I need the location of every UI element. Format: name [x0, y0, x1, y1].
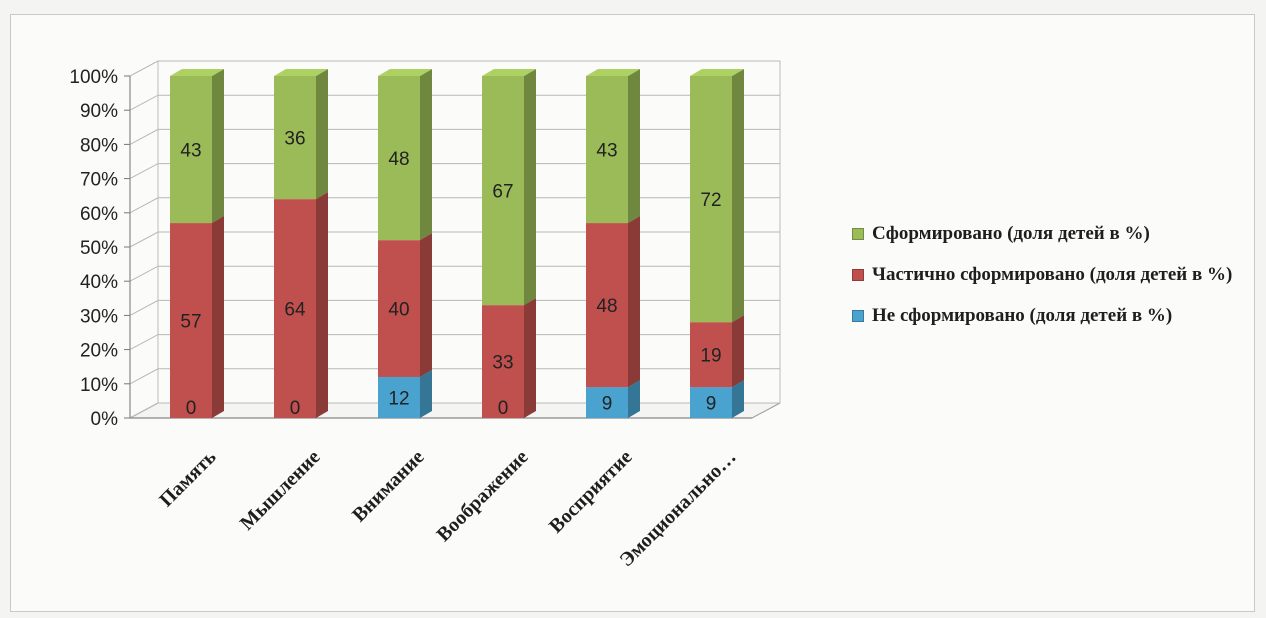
- bar-segment: [170, 223, 212, 418]
- x-category-label: Эмоционально…: [615, 446, 740, 571]
- bar-segment: [482, 76, 524, 306]
- bar-side: [316, 69, 328, 200]
- data-label: 0: [186, 398, 197, 419]
- gridline: [129, 265, 780, 282]
- data-label: 40: [388, 300, 409, 321]
- data-label: 9: [602, 394, 613, 415]
- x-category-label: Память: [155, 446, 221, 512]
- bar-segment: [586, 223, 628, 388]
- data-label: 43: [596, 141, 617, 162]
- bar-segment: [274, 76, 316, 200]
- legend-item-not-formed: Не сформировано (доля детей в %): [850, 302, 1250, 329]
- gridline: [129, 299, 780, 316]
- bar-top: [586, 69, 640, 76]
- bar-side: [732, 380, 744, 418]
- legend-swatch-partial: [852, 269, 864, 281]
- y-tick-label: 100%: [69, 67, 118, 88]
- data-label: 48: [388, 149, 409, 170]
- bar-side: [628, 216, 640, 388]
- legend-item-formed: Сформировано (доля детей в %): [850, 220, 1250, 247]
- y-tick-label: 60%: [80, 204, 118, 225]
- bar-top: [690, 69, 744, 76]
- y-tick-label: 80%: [80, 135, 118, 156]
- gridline: [129, 163, 780, 180]
- bar-side: [316, 192, 328, 418]
- gridline: [129, 60, 780, 77]
- gridline: [129, 334, 780, 351]
- bar-segment: [690, 322, 732, 388]
- bar-side: [524, 69, 536, 306]
- data-label: 57: [180, 312, 201, 333]
- y-tick-label: 50%: [80, 238, 118, 259]
- bar-segment: [690, 76, 732, 323]
- bar-side: [628, 380, 640, 418]
- gridline: [129, 94, 780, 111]
- x-category-label: Воображение: [432, 446, 532, 546]
- data-label: 72: [700, 190, 721, 211]
- data-label: 0: [498, 398, 509, 419]
- legend-label-formed: Сформировано (доля детей в %): [872, 223, 1150, 244]
- bar-segment: [690, 387, 732, 418]
- y-tick-label: 70%: [80, 170, 118, 191]
- floor: [129, 402, 781, 419]
- bar-segment: [586, 76, 628, 224]
- legend-label-partial: Частично сформировано (доля детей в %): [872, 264, 1233, 285]
- bar-segment: [170, 76, 212, 224]
- bar-side: [628, 69, 640, 224]
- bar-top: [170, 69, 224, 76]
- bar-side: [420, 233, 432, 377]
- bar-segment: [482, 305, 524, 418]
- bar-side: [524, 298, 536, 418]
- bar-side: [212, 216, 224, 418]
- data-label: 64: [284, 300, 306, 321]
- x-category-label: Внимание: [348, 446, 429, 527]
- data-label: 36: [284, 129, 305, 150]
- bar-segment: [586, 387, 628, 418]
- data-label: 67: [492, 182, 513, 203]
- data-label: 43: [180, 141, 201, 162]
- bar-side: [420, 69, 432, 241]
- data-label: 48: [596, 296, 617, 317]
- gridline: [129, 231, 780, 248]
- data-label: 33: [492, 353, 513, 374]
- y-tick-label: 90%: [80, 101, 118, 122]
- bar-side: [420, 369, 432, 418]
- data-label: 9: [706, 394, 717, 415]
- bar-side: [732, 69, 744, 323]
- gridline: [129, 402, 780, 419]
- bar-segment: [378, 376, 420, 418]
- bar-segment: [378, 240, 420, 377]
- bar-top: [482, 69, 536, 76]
- bar-segment: [274, 199, 316, 418]
- bar-segment: [378, 76, 420, 241]
- data-label: 0: [290, 398, 301, 419]
- legend: Сформировано (доля детей в %) Частично с…: [850, 220, 1250, 343]
- bar-side: [732, 315, 744, 388]
- legend-item-partial: Частично сформировано (доля детей в %): [850, 261, 1250, 288]
- data-label: 12: [388, 388, 409, 409]
- y-tick-label: 10%: [80, 375, 118, 396]
- gridline: [129, 368, 780, 385]
- data-label: 19: [700, 346, 721, 367]
- y-tick-label: 30%: [80, 306, 118, 327]
- y-tick-label: 20%: [80, 341, 118, 362]
- gridline: [129, 197, 780, 214]
- legend-swatch-formed: [852, 228, 864, 240]
- gridline: [129, 128, 780, 145]
- legend-label-not-formed: Не сформировано (доля детей в %): [872, 305, 1173, 326]
- y-tick-label: 0%: [91, 409, 119, 430]
- bar-side: [212, 69, 224, 224]
- y-tick-label: 40%: [80, 272, 118, 293]
- x-category-label: Восприятие: [545, 446, 637, 538]
- x-category-label: Мышление: [236, 446, 325, 535]
- bar-top: [274, 69, 328, 76]
- bar-top: [378, 69, 432, 76]
- legend-swatch-not-formed: [852, 310, 864, 322]
